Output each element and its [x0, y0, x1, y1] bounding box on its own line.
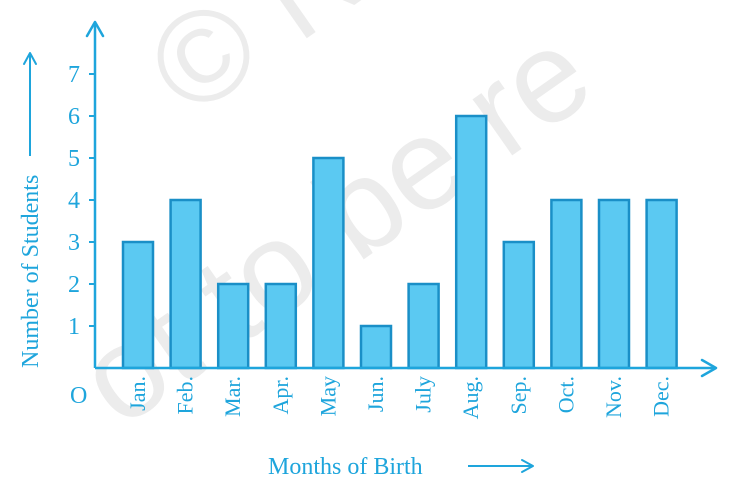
- y-ticks: 1 2 3 4 5 6 7: [68, 62, 95, 340]
- bar-mar: [216, 282, 250, 370]
- bar-oct: [550, 198, 583, 370]
- x-tick-label: Nov.: [601, 376, 626, 418]
- bar-apr: [264, 282, 298, 370]
- bar-sep: [502, 240, 536, 370]
- bar-july: [407, 282, 440, 370]
- x-tick-label: May: [315, 376, 340, 416]
- y-tick-label: 6: [68, 104, 80, 130]
- x-tick-label: Dec.: [649, 376, 674, 417]
- x-tick-label: Apr.: [268, 376, 293, 415]
- x-tick-label: July: [411, 376, 436, 413]
- svg-text:© N: © N: [122, 0, 391, 143]
- x-tick-label: Aug.: [458, 376, 483, 419]
- y-tick-label: 3: [68, 230, 80, 256]
- y-tick-label: 1: [68, 314, 80, 340]
- x-axis-arrow-icon: [700, 358, 718, 378]
- y-tick-label: 5: [68, 146, 80, 172]
- x-tick-label: Sep.: [506, 376, 531, 415]
- y-tick-label: 2: [68, 272, 80, 298]
- bar-may: [312, 156, 345, 370]
- x-tick-label: Mar.: [220, 376, 245, 417]
- bar-jun: [359, 324, 393, 370]
- bar-feb: [169, 198, 202, 370]
- x-ticks: Jan. Feb. Mar. Apr. May Jun. July Aug. Sep. Oct. N…: [125, 376, 674, 419]
- x-axis-title: Months of Birth: [268, 454, 423, 480]
- bar-nov: [597, 198, 631, 370]
- x-tick-label: Jun.: [363, 376, 388, 412]
- y-tick-label: 7: [68, 62, 80, 88]
- y-title-arrow-icon: [23, 52, 37, 65]
- bar-aug: [454, 114, 488, 370]
- origin-label: O: [70, 383, 87, 409]
- bar-dec: [645, 198, 678, 370]
- y-axis-title-group: Number of Students: [18, 52, 44, 368]
- x-tick-label: Feb.: [173, 376, 198, 415]
- x-tick-label: Jan.: [125, 376, 150, 411]
- y-axis-title: Number of Students: [18, 175, 44, 368]
- y-axis-arrow-icon: [85, 20, 105, 38]
- x-title-arrow-icon: [521, 459, 534, 473]
- bars-layer: [121, 114, 678, 370]
- x-tick-label: Oct.: [553, 376, 578, 413]
- bar-jan: [121, 240, 155, 370]
- y-tick-label: 4: [68, 188, 80, 214]
